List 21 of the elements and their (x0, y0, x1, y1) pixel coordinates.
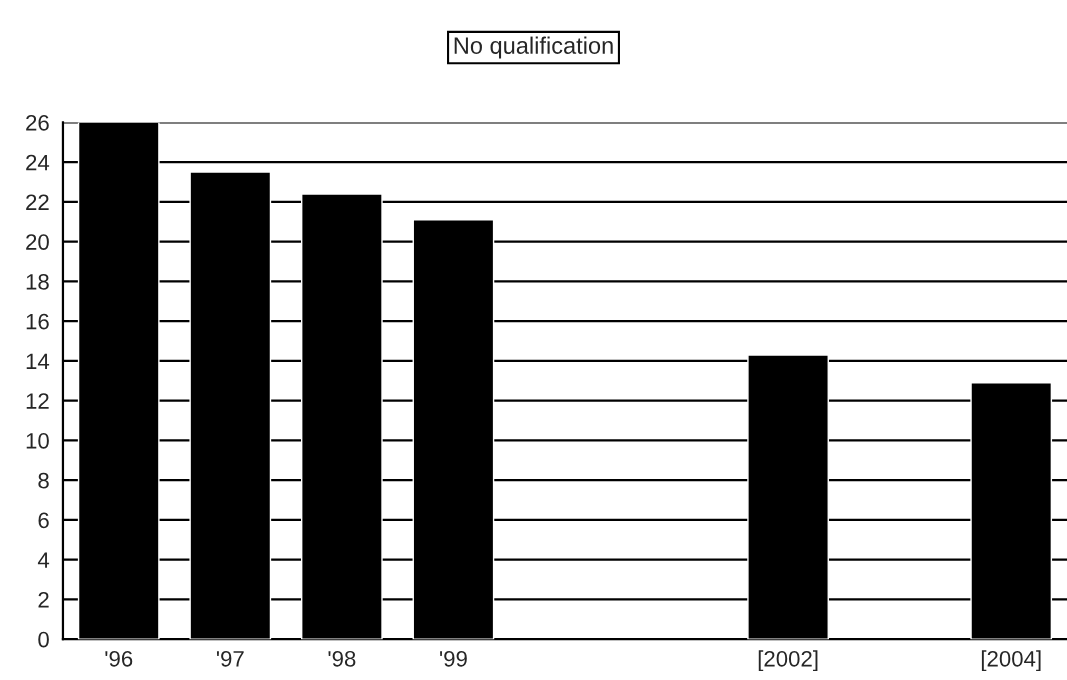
y-tick-label: 2 (38, 591, 49, 608)
y-tick-label: 12 (26, 393, 49, 409)
chart-title: No qualification (454, 36, 613, 59)
y-tick-label: 14 (26, 353, 50, 369)
x-tick-label: '96 (105, 650, 133, 667)
y-tick-label: 26 (26, 114, 49, 131)
x-tick-label: '99 (440, 650, 467, 667)
y-tick-label: 20 (26, 234, 49, 250)
y-tick-label: 0 (38, 631, 49, 648)
x-tick-label: '97 (216, 650, 244, 667)
y-tick-label: 18 (26, 273, 49, 290)
x-tick-label: [2004] (981, 650, 1041, 672)
y-tick-label: 22 (26, 194, 49, 210)
y-tick-label: 8 (38, 472, 49, 489)
x-tick-label: [2002] (758, 650, 818, 672)
y-tick-label: 10 (26, 432, 49, 449)
x-tick-label: '98 (328, 650, 356, 667)
y-tick-label: 24 (26, 154, 50, 171)
y-tick-label: 6 (38, 512, 49, 529)
y-tick-label: 4 (37, 552, 50, 568)
y-tick-label: 16 (26, 313, 49, 330)
